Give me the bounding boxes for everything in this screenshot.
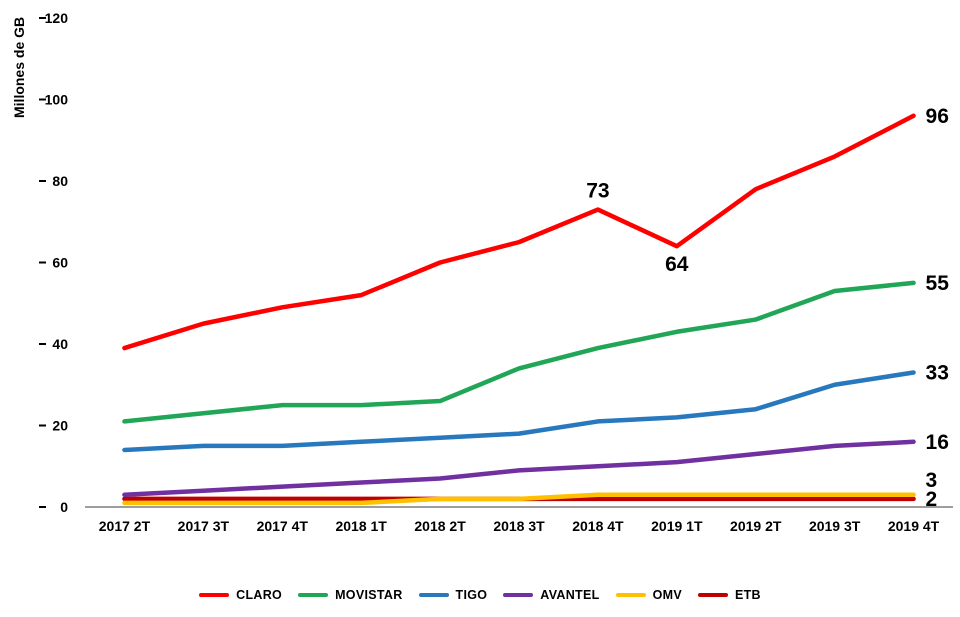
end-label-movistar: 55 (926, 272, 950, 295)
line-chart: Millones de GB 0 20 40 60 80 100 120 2017 2T 201… (11, 10, 953, 534)
end-label-tigo: 33 (926, 362, 949, 385)
x-tick-label: 2018 2T (414, 518, 466, 534)
y-axis-title: Millones de GB (11, 17, 27, 118)
y-tick-label: 40 (52, 336, 68, 352)
chart-container: Millones de GB 0 20 40 60 80 100 120 2017 2T 201… (0, 10, 960, 602)
legend-label-avantel: AVANTEL (540, 588, 600, 602)
end-label-claro: 96 (926, 105, 949, 128)
series-line-claro (122, 113, 916, 351)
y-tick-label: 20 (52, 418, 68, 434)
legend-swatch-omv (615, 593, 646, 597)
x-tick-label: 2017 4T (257, 518, 309, 534)
end-label-etb: 2 (926, 488, 938, 511)
legend-item-movistar: MOVISTAR (298, 588, 402, 602)
legend-label-etb: ETB (734, 588, 761, 602)
legend-swatch-etb (697, 593, 728, 597)
x-tick-label: 2019 1T (651, 518, 703, 534)
y-tick-label: 0 (60, 499, 68, 515)
legend-label-tigo: TIGO (455, 588, 488, 602)
x-tick-label: 2018 1T (335, 518, 387, 534)
legend-item-etb: ETB (697, 588, 761, 602)
chart-legend: CLARO MOVISTAR TIGO AVANTEL OMV ETB (0, 588, 960, 602)
legend-swatch-claro (199, 593, 230, 597)
y-tick-label: 120 (45, 10, 69, 26)
legend-item-omv: OMV (615, 588, 682, 602)
end-label-omv: 3 (926, 469, 938, 492)
legend-label-movistar: MOVISTAR (335, 588, 403, 602)
legend-label-claro: CLARO (236, 588, 283, 602)
series-line-omv (122, 492, 916, 506)
x-tick-label: 2017 3T (178, 518, 230, 534)
legend-item-avantel: AVANTEL (503, 588, 599, 602)
series-line-avantel (122, 439, 916, 498)
data-label-claro: 73 (586, 180, 609, 203)
series-line-movistar (122, 280, 916, 424)
plot-area: 0 20 40 60 80 100 120 2017 2T 2017 3T 2017 4T 2018… (39, 10, 953, 534)
data-label-claro: 64 (665, 253, 689, 276)
legend-item-tigo: TIGO (418, 588, 488, 602)
x-tick-label: 2018 3T (493, 518, 545, 534)
y-tick-label: 60 (52, 255, 68, 271)
x-tick-label: 2017 2T (99, 518, 151, 534)
legend-swatch-tigo (418, 593, 449, 597)
x-tick-label: 2018 4T (572, 518, 624, 534)
legend-label-omv: OMV (652, 588, 682, 602)
y-tick-label: 100 (45, 92, 69, 108)
x-tick-label: 2019 4T (888, 518, 940, 534)
end-label-avantel: 16 (926, 431, 949, 454)
series-line-tigo (122, 370, 916, 453)
legend-swatch-movistar (298, 593, 329, 597)
legend-swatch-avantel (503, 593, 534, 597)
y-tick-label: 80 (52, 173, 68, 189)
x-tick-label: 2019 3T (809, 518, 861, 534)
legend-item-claro: CLARO (199, 588, 282, 602)
x-tick-label: 2019 2T (730, 518, 782, 534)
